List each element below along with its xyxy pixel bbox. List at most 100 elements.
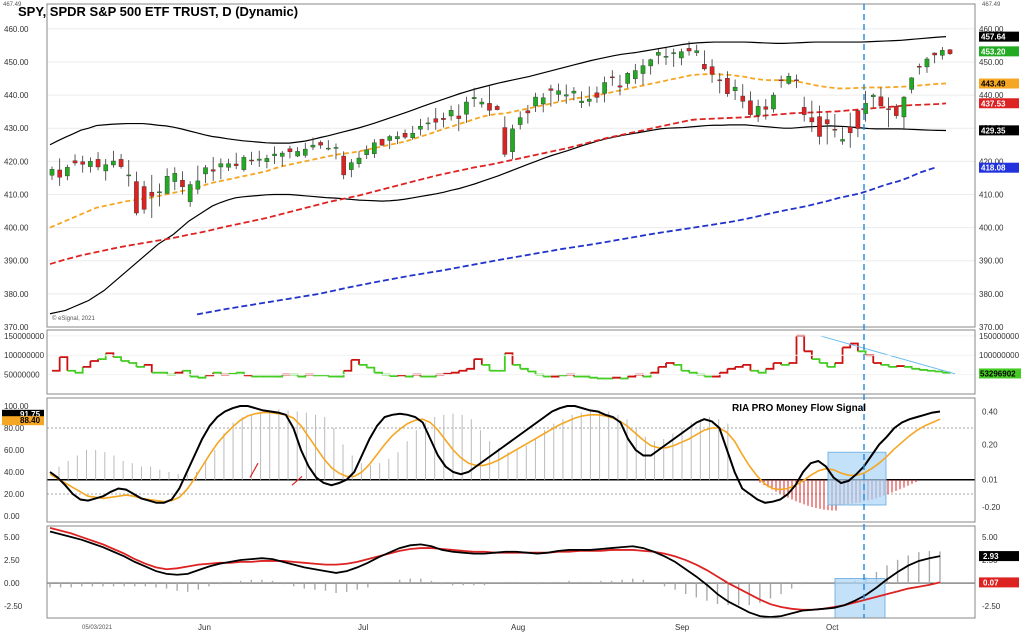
candle-body	[671, 52, 676, 54]
volume-step	[366, 366, 376, 373]
volume-step	[742, 364, 752, 371]
volume-step	[589, 376, 598, 379]
candle-body	[540, 97, 546, 105]
macd-main-line	[49, 530, 941, 618]
candle-body	[310, 144, 316, 148]
candle-body	[679, 51, 684, 59]
mfi-tick-left: 20.00	[4, 490, 25, 499]
candle-body	[594, 92, 600, 98]
candle-body	[609, 76, 615, 79]
candle-body	[164, 176, 170, 194]
volume-step	[144, 364, 153, 373]
candle-body	[502, 127, 508, 155]
volume-step	[52, 357, 61, 372]
candle-body	[433, 118, 439, 123]
candle-body	[847, 126, 853, 134]
candle-body	[356, 157, 362, 164]
candle-body	[57, 169, 62, 178]
candle-body	[625, 73, 630, 84]
volume-step	[712, 372, 721, 378]
candle-body	[226, 163, 231, 168]
price-tick-right: 410.00	[979, 190, 1004, 199]
chart-frame	[46, 3, 976, 619]
volume-step	[335, 370, 345, 378]
candle-body	[694, 50, 700, 53]
volume-step	[658, 362, 667, 368]
candle-body	[656, 52, 661, 56]
candle-body	[648, 59, 653, 67]
volume-step	[827, 362, 836, 368]
candle-body	[218, 163, 224, 168]
volume-step	[804, 350, 813, 360]
volume-step	[834, 347, 844, 364]
mfi-tick-right: -0.20	[982, 503, 1001, 512]
macd-black-tag-text: 2.93	[983, 552, 999, 561]
candle-body	[832, 129, 838, 131]
candle-body	[103, 164, 109, 172]
candle-body	[387, 136, 393, 141]
price-value-tag	[979, 125, 1019, 136]
moving-average-red-line	[49, 102, 947, 265]
macd-tick-left: -2.50	[4, 602, 23, 611]
volume-step	[612, 376, 621, 379]
volume-tick-left: 100000000	[4, 351, 45, 360]
candle-body	[633, 70, 638, 80]
volume-step	[642, 372, 652, 378]
mfi-orange-tag	[2, 416, 44, 426]
mfi-tick-right: 0.01	[982, 476, 998, 485]
candle-body	[187, 184, 193, 202]
chart-title: SPY, SPDR S&P 500 ETF TRUST, D (Dynamic)	[18, 4, 298, 19]
candle-body	[402, 132, 408, 138]
candle-body	[256, 158, 262, 161]
candle-body	[786, 75, 792, 84]
candle-body	[72, 160, 78, 164]
price-value-tag-text: 437.53	[981, 99, 1006, 108]
price-tick-right: 390.00	[979, 257, 1004, 266]
volume-step	[926, 369, 936, 372]
candle-body	[494, 106, 500, 110]
candle-body	[326, 147, 331, 150]
money-flow-panel: 100.00 80.00 60.00 40.00 20.00 0.00 0.40 0.20 0.…	[2, 402, 1001, 521]
volume-panel: 150000000 150000000 100000000 100000000 5000…	[4, 332, 1021, 380]
price-tick-right: 440.00	[979, 91, 1004, 100]
candle-body	[395, 136, 400, 140]
price-tick-left: 390.00	[4, 257, 29, 266]
candle-body	[149, 191, 155, 197]
candle-body	[487, 103, 492, 111]
candle-body	[364, 149, 369, 155]
price-tick-right: 370.00	[979, 323, 1004, 332]
candle-body	[379, 138, 385, 146]
candle-body	[272, 153, 277, 156]
volume-step	[942, 371, 951, 374]
candle-body	[456, 115, 462, 119]
volume-last-tag-text: 53296902	[980, 369, 1016, 378]
macd-black-tag	[979, 551, 1019, 562]
candle-body	[372, 142, 377, 154]
candle-body	[157, 191, 162, 194]
start-date-label: 05/03/2021	[82, 625, 113, 631]
candle-body	[287, 148, 293, 152]
mfi-main-line	[49, 405, 941, 504]
candle-body	[180, 180, 185, 188]
candle-body	[134, 181, 139, 214]
price-tick-right: 420.00	[979, 157, 1004, 166]
volume-tick-right: 100000000	[979, 351, 1020, 360]
candle-body	[870, 94, 876, 97]
candle-body	[571, 90, 577, 94]
price-value-tag	[979, 46, 1019, 57]
x-tick-label: Jul	[358, 623, 368, 632]
price-tick-right: 460.00	[979, 25, 1004, 34]
volume-step	[389, 375, 399, 378]
candle-body	[510, 128, 515, 152]
candle-body	[917, 66, 922, 68]
price-tick-right: 400.00	[979, 224, 1004, 233]
candle-body	[441, 118, 446, 120]
volume-tick-left: 150000000	[4, 332, 45, 341]
price-value-tag-text: 443.49	[981, 80, 1006, 89]
volume-step	[842, 343, 852, 349]
panel-border	[46, 329, 976, 395]
candle-body	[448, 110, 454, 117]
mfi-tick-left: 40.00	[4, 468, 25, 477]
candle-body	[548, 88, 554, 91]
